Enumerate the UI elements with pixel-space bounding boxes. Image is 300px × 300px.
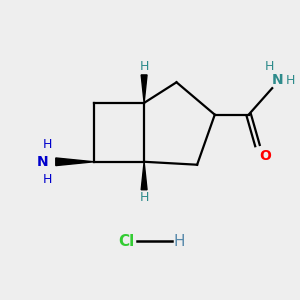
Polygon shape [141, 75, 147, 103]
Text: H: H [265, 60, 274, 73]
Text: H: H [42, 173, 52, 186]
Text: Cl: Cl [118, 234, 135, 249]
Text: H: H [140, 60, 149, 74]
Text: H: H [140, 191, 149, 204]
Text: H: H [174, 234, 185, 249]
Text: H: H [285, 74, 295, 87]
Polygon shape [141, 162, 147, 190]
Text: N: N [272, 73, 284, 87]
Polygon shape [56, 158, 94, 166]
Text: N: N [37, 155, 48, 169]
Text: O: O [259, 148, 271, 163]
Text: H: H [42, 138, 52, 151]
